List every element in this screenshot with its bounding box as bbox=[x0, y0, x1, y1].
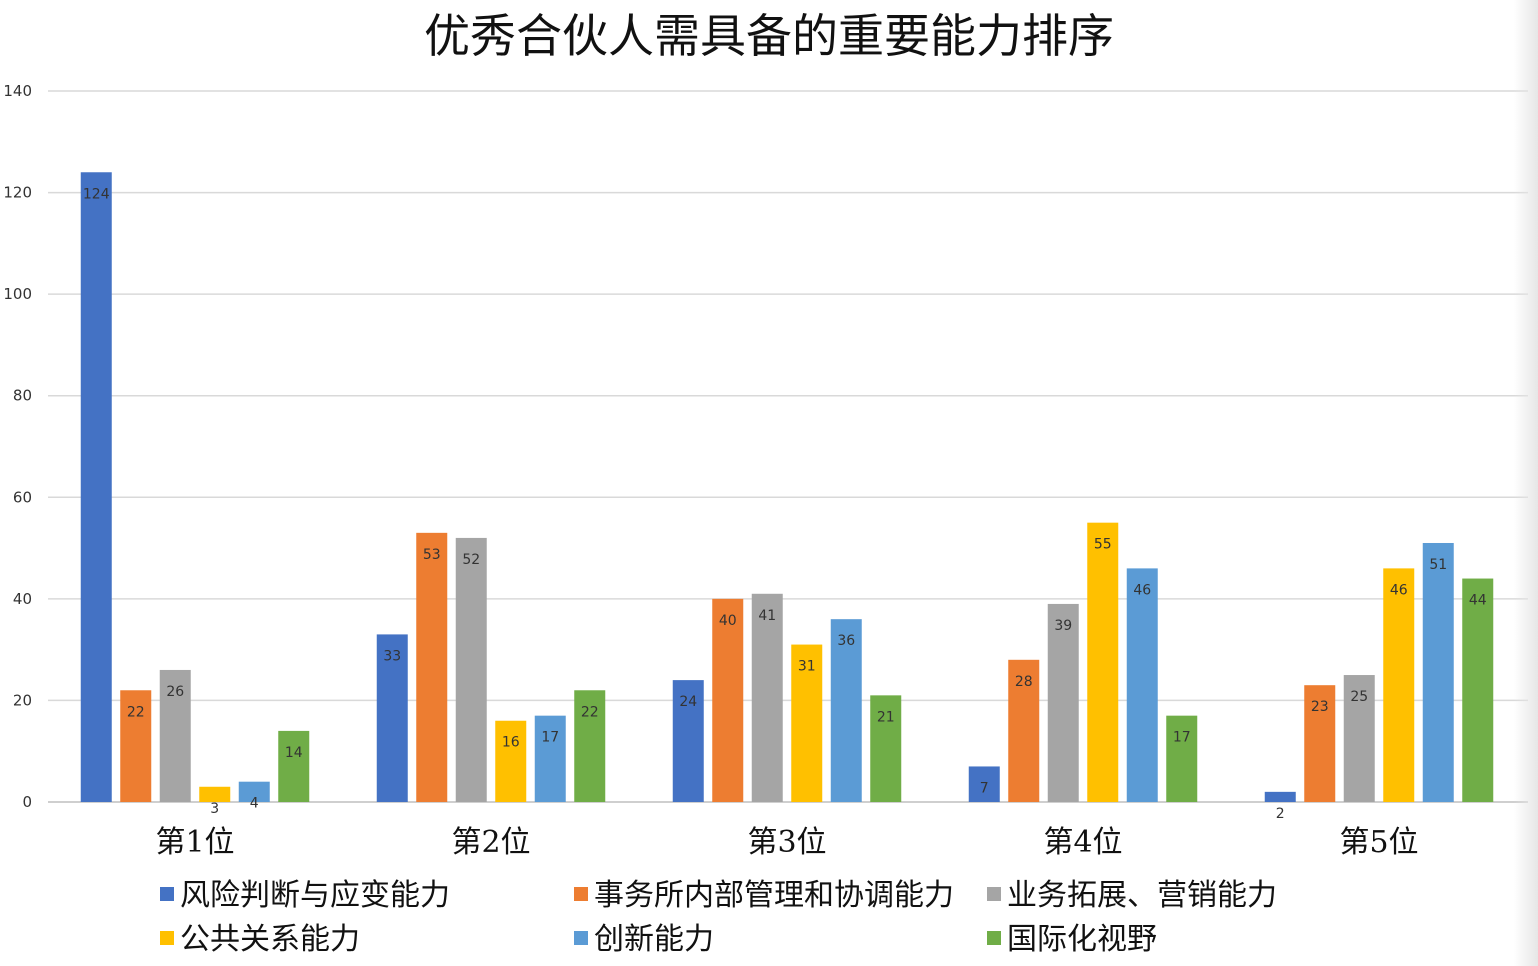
data-label: 46 bbox=[1133, 582, 1151, 598]
bar bbox=[1264, 791, 1296, 802]
x-tick-label: 第4位 bbox=[1043, 825, 1122, 860]
legend-swatch bbox=[160, 931, 174, 945]
data-label: 25 bbox=[1350, 689, 1368, 705]
legend-swatch bbox=[987, 931, 1001, 945]
data-label: 23 bbox=[1311, 699, 1329, 715]
bar bbox=[791, 644, 823, 802]
data-label: 40 bbox=[719, 613, 737, 629]
bar bbox=[455, 537, 487, 802]
bar bbox=[376, 634, 408, 802]
bar bbox=[1422, 542, 1454, 802]
y-tick-label: 0 bbox=[22, 793, 32, 811]
bar bbox=[1383, 568, 1415, 802]
data-label: 26 bbox=[166, 684, 184, 700]
data-label: 22 bbox=[581, 704, 599, 720]
bar bbox=[80, 172, 112, 802]
x-tick-label: 第1位 bbox=[155, 825, 234, 860]
gridlines bbox=[48, 90, 1528, 803]
legend-label: 国际化视野 bbox=[1007, 922, 1157, 957]
legend-label: 事务所内部管理和协调能力 bbox=[594, 878, 954, 913]
bar bbox=[1166, 715, 1198, 802]
data-label: 53 bbox=[423, 547, 441, 563]
data-label: 17 bbox=[1173, 730, 1191, 746]
y-axis-ticks: 0 20 40 60 80 100 120 140 bbox=[3, 82, 32, 811]
bars bbox=[80, 172, 1494, 802]
data-label: 4 bbox=[250, 796, 259, 812]
y-tick-label: 120 bbox=[3, 184, 32, 202]
x-tick-label: 第5位 bbox=[1339, 825, 1418, 860]
bar bbox=[1343, 675, 1375, 802]
data-label: 22 bbox=[127, 704, 145, 720]
data-label: 41 bbox=[758, 608, 776, 624]
data-label: 24 bbox=[679, 694, 697, 710]
y-tick-label: 20 bbox=[13, 691, 32, 709]
data-label: 44 bbox=[1469, 593, 1487, 609]
data-label: 31 bbox=[798, 659, 816, 675]
x-tick-label: 第2位 bbox=[451, 825, 530, 860]
bar bbox=[534, 715, 566, 802]
bar bbox=[1126, 568, 1158, 802]
legend-label: 风险判断与应变能力 bbox=[180, 878, 450, 913]
bar bbox=[495, 720, 527, 802]
bar bbox=[1047, 603, 1079, 802]
data-label: 21 bbox=[877, 709, 895, 725]
legend-swatch bbox=[160, 887, 174, 901]
data-label: 28 bbox=[1015, 674, 1033, 690]
data-label: 2 bbox=[1276, 806, 1285, 822]
bar bbox=[712, 598, 744, 802]
bar bbox=[1087, 522, 1119, 802]
legend-label: 公共关系能力 bbox=[180, 922, 360, 957]
data-label: 39 bbox=[1054, 618, 1072, 634]
bar bbox=[278, 730, 310, 802]
data-label: 124 bbox=[83, 186, 110, 202]
data-label: 3 bbox=[210, 801, 219, 817]
bar bbox=[199, 786, 231, 802]
legend-label: 创新能力 bbox=[594, 922, 714, 957]
bar bbox=[120, 690, 152, 802]
bar bbox=[416, 532, 448, 802]
data-label: 52 bbox=[462, 552, 480, 568]
page-edge-shadow bbox=[1514, 0, 1538, 966]
data-label: 51 bbox=[1429, 557, 1447, 573]
data-label: 7 bbox=[980, 780, 989, 796]
y-tick-label: 100 bbox=[3, 285, 32, 303]
bar bbox=[1304, 685, 1336, 802]
x-tick-label: 第3位 bbox=[747, 825, 826, 860]
bar bbox=[574, 690, 606, 802]
data-label: 33 bbox=[383, 648, 401, 664]
bar bbox=[1008, 659, 1040, 802]
y-tick-label: 40 bbox=[13, 590, 32, 608]
bar bbox=[238, 781, 270, 802]
data-label: 14 bbox=[285, 745, 303, 761]
legend-label: 业务拓展、营销能力 bbox=[1007, 878, 1277, 913]
bar bbox=[751, 593, 783, 802]
chart-title: 优秀合伙人需具备的重要能力排序 bbox=[424, 9, 1114, 63]
y-tick-label: 80 bbox=[13, 387, 32, 405]
data-label: 17 bbox=[541, 730, 559, 746]
bar bbox=[1462, 578, 1494, 802]
data-label: 36 bbox=[837, 633, 855, 649]
legend-swatch bbox=[987, 887, 1001, 901]
y-tick-label: 60 bbox=[13, 488, 32, 506]
bar bbox=[968, 766, 1000, 802]
data-label: 46 bbox=[1390, 582, 1408, 598]
bar bbox=[159, 669, 191, 802]
data-label: 55 bbox=[1094, 537, 1112, 553]
legend-swatch bbox=[574, 887, 588, 901]
y-tick-label: 140 bbox=[3, 82, 32, 100]
legend-swatch bbox=[574, 931, 588, 945]
data-label: 16 bbox=[502, 735, 520, 751]
bar bbox=[870, 695, 902, 802]
bar bbox=[672, 680, 704, 802]
x-axis-ticks: 第1位 第2位 第3位 第4位 第5位 bbox=[155, 825, 1418, 860]
bar bbox=[830, 619, 862, 802]
